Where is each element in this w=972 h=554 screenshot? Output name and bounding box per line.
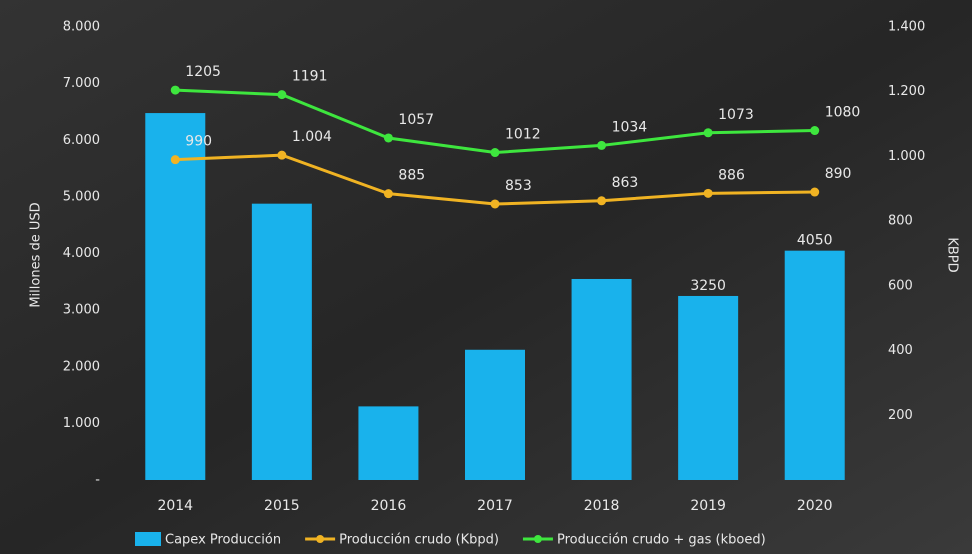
x-tick-label: 2018 (584, 498, 620, 514)
bar (251, 203, 312, 481)
marker (170, 155, 180, 165)
data-label: 1191 (292, 69, 328, 85)
bar (571, 278, 632, 480)
legend-swatch (533, 535, 542, 543)
marker (277, 150, 287, 160)
y2-tick-label: 600 (888, 278, 913, 293)
data-label: 890 (825, 166, 852, 182)
bar (358, 406, 419, 480)
x-tick-label: 2019 (690, 498, 726, 514)
legend-label: Producción crudo + gas (kboed) (557, 533, 766, 548)
y2-tick-label: 800 (888, 214, 913, 229)
data-label: 886 (718, 167, 745, 183)
y-tick-label: 8.000 (63, 20, 100, 35)
data-label: 885 (398, 168, 425, 184)
marker (277, 90, 287, 100)
data-label: 3250 (690, 278, 726, 294)
marker (810, 187, 820, 197)
marker (383, 133, 393, 143)
y2-tick-label: 200 (888, 408, 913, 423)
legend-swatch (316, 535, 325, 543)
y-tick-label: - (95, 473, 100, 488)
x-tick-label: 2020 (797, 498, 833, 514)
bar (465, 349, 525, 480)
y-tick-label: 4.000 (63, 246, 100, 261)
marker (383, 189, 393, 199)
data-label: 1.004 (292, 129, 332, 145)
marker (597, 196, 607, 206)
marker (703, 128, 713, 138)
y2-tick-label: 1.000 (888, 149, 925, 164)
y-tick-label: 5.000 (63, 189, 100, 204)
y-tick-label: 6.000 (63, 133, 100, 148)
y2-tick-label: 400 (888, 343, 913, 358)
x-tick-label: 2017 (477, 498, 513, 514)
data-label: 863 (612, 175, 639, 191)
data-label: 1205 (185, 64, 221, 80)
y-tick-label: 2.000 (63, 359, 100, 374)
bar (678, 295, 739, 480)
data-label: 990 (185, 134, 212, 150)
legend-swatch (135, 532, 161, 546)
data-label: 1073 (718, 107, 754, 123)
marker (490, 148, 500, 158)
bar (784, 250, 845, 480)
marker (490, 199, 500, 209)
data-label: 853 (505, 178, 532, 194)
x-tick-label: 2016 (371, 498, 407, 514)
y2-tick-label: 1.400 (888, 20, 925, 35)
data-label: 1080 (825, 105, 861, 121)
legend-label: Producción crudo (Kbpd) (339, 533, 499, 548)
data-label: 1034 (612, 119, 648, 135)
y-axis-title: Millones de USD (29, 202, 44, 307)
data-label: 1057 (398, 112, 434, 128)
x-tick-label: 2015 (264, 498, 300, 514)
x-tick-label: 2014 (157, 498, 193, 514)
marker (810, 126, 820, 136)
marker (597, 140, 607, 150)
y-tick-label: 1.000 (63, 416, 100, 431)
y-tick-label: 7.000 (63, 76, 100, 91)
marker (170, 85, 180, 95)
y-tick-label: 3.000 (63, 303, 100, 318)
y2-axis-title: KBPD (945, 237, 960, 272)
y2-tick-label: 1.200 (888, 84, 925, 99)
legend-label: Capex Producción (165, 533, 281, 548)
marker (703, 188, 713, 198)
data-label: 1012 (505, 127, 541, 143)
bar (145, 113, 206, 480)
data-label: 4050 (797, 233, 833, 249)
